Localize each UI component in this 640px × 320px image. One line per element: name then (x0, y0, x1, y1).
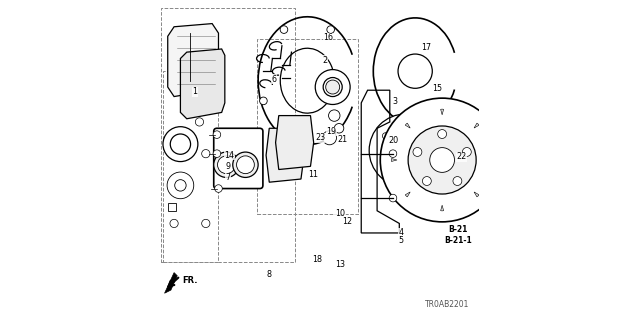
Circle shape (316, 69, 350, 105)
Text: 23: 23 (315, 133, 325, 142)
Text: 14: 14 (225, 151, 235, 160)
Circle shape (163, 127, 198, 162)
Wedge shape (405, 192, 410, 197)
Circle shape (213, 131, 221, 139)
Circle shape (399, 143, 413, 157)
Circle shape (237, 156, 254, 174)
Text: 4: 4 (398, 228, 403, 237)
Bar (168, 203, 175, 211)
Circle shape (438, 130, 447, 139)
Circle shape (323, 131, 337, 145)
Text: 7: 7 (225, 173, 230, 182)
Polygon shape (180, 49, 225, 119)
Text: 21: 21 (337, 135, 348, 144)
Circle shape (383, 133, 388, 139)
Circle shape (410, 124, 417, 130)
Circle shape (218, 156, 236, 174)
Circle shape (389, 194, 397, 202)
Wedge shape (391, 158, 397, 162)
Circle shape (408, 126, 476, 194)
Text: 22: 22 (456, 152, 467, 161)
Circle shape (260, 97, 268, 105)
Text: 16: 16 (323, 33, 333, 42)
Circle shape (428, 147, 434, 154)
Text: 13: 13 (335, 260, 346, 269)
Circle shape (453, 177, 462, 186)
Text: 8: 8 (267, 270, 272, 279)
Text: TR0AB2201: TR0AB2201 (425, 300, 469, 309)
Wedge shape (474, 123, 479, 128)
Text: 20: 20 (388, 136, 398, 146)
Circle shape (213, 150, 221, 157)
Polygon shape (164, 273, 177, 293)
Polygon shape (168, 24, 218, 97)
Circle shape (175, 180, 186, 191)
Circle shape (296, 135, 303, 143)
Text: FR.: FR. (182, 276, 198, 285)
Wedge shape (441, 109, 444, 115)
Circle shape (214, 185, 222, 192)
Circle shape (429, 148, 454, 172)
Text: 1: 1 (192, 87, 197, 96)
Text: B-21-1: B-21-1 (444, 236, 472, 245)
Text: 11: 11 (308, 170, 319, 179)
Circle shape (369, 114, 442, 187)
Circle shape (327, 26, 335, 33)
Circle shape (328, 110, 340, 121)
Circle shape (422, 177, 431, 186)
Circle shape (334, 124, 344, 133)
Text: 17: 17 (421, 43, 431, 52)
Circle shape (167, 172, 194, 199)
Wedge shape (487, 158, 493, 162)
Circle shape (214, 152, 239, 178)
Circle shape (462, 148, 471, 156)
Circle shape (233, 152, 258, 178)
Text: 12: 12 (342, 217, 352, 226)
Circle shape (202, 219, 210, 228)
Text: 19: 19 (326, 127, 336, 136)
FancyBboxPatch shape (163, 71, 218, 261)
Text: 2: 2 (322, 56, 327, 65)
Circle shape (326, 80, 340, 94)
Circle shape (202, 149, 210, 158)
Circle shape (170, 219, 178, 228)
Text: 10: 10 (335, 209, 346, 219)
Circle shape (195, 118, 204, 126)
Text: B-21: B-21 (448, 225, 468, 234)
Text: 15: 15 (432, 84, 442, 93)
Circle shape (410, 171, 417, 177)
Polygon shape (266, 128, 304, 182)
Polygon shape (276, 116, 314, 170)
Circle shape (323, 77, 342, 97)
Circle shape (380, 98, 504, 222)
Text: 3: 3 (392, 97, 397, 106)
Circle shape (383, 162, 388, 168)
Text: 5: 5 (398, 236, 403, 245)
Circle shape (389, 150, 397, 157)
Text: 9: 9 (225, 162, 230, 171)
Circle shape (388, 133, 423, 168)
Circle shape (413, 148, 422, 156)
Circle shape (280, 26, 288, 33)
Text: 18: 18 (312, 255, 322, 264)
Text: 6: 6 (271, 75, 276, 84)
Wedge shape (405, 123, 410, 128)
Circle shape (170, 134, 191, 154)
Wedge shape (441, 205, 444, 211)
FancyBboxPatch shape (214, 128, 263, 188)
Wedge shape (474, 192, 479, 197)
